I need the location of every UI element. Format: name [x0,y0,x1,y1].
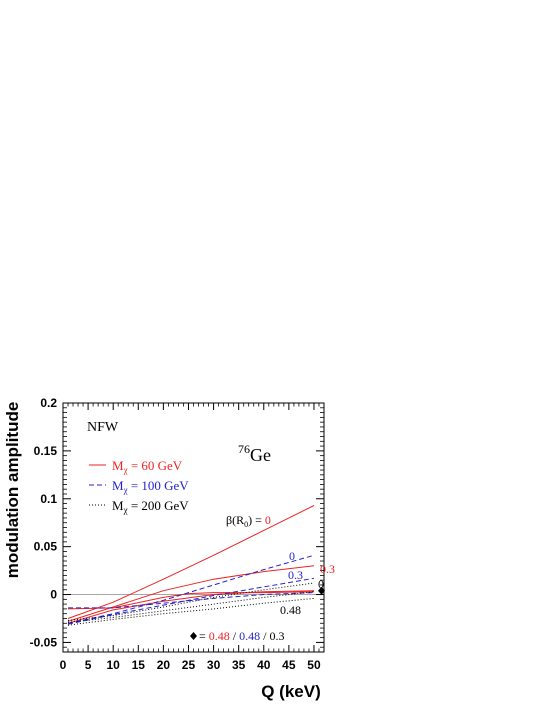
series-label-m200-beta048: 0.48 [280,603,301,617]
y-tick-label: 0.05 [34,540,58,554]
series-line-m60-1 [67,565,315,622]
series-line-m200-8 [67,597,315,626]
y-tick-label: -0.05 [30,635,58,649]
y-tick-label: 0.2 [40,396,57,410]
series-label-m60-beta03: 0.3 [320,562,335,576]
y-axis-label: modulation amplitude [3,402,22,579]
isotope-mass: 76 [238,442,250,456]
x-tick-label: 30 [207,658,221,672]
x-tick-label: 35 [232,658,246,672]
y-tick-label: 0.1 [40,492,57,506]
diamond-marker [317,586,325,595]
legend-entry-m60: Mχ = 60 GeV [112,458,183,475]
y-tick-label: 0.15 [34,444,58,458]
x-tick-label: 25 [182,658,196,672]
x-tick-label: 5 [85,658,92,672]
series-line-m200-9 [67,591,315,623]
legend-entry-m200: Mχ = 200 GeV [112,498,189,515]
isotope-symbol: Ge [250,445,271,465]
legend: Mχ = 60 GeV Mχ = 100 GeV Mχ = 200 GeV [89,458,189,515]
series-line-m60-2 [67,590,315,624]
x-axis-label: Q (keV) [261,682,321,701]
isotope-label: 76Ge [238,442,271,465]
series-line-m100-6 [68,592,315,609]
series-label-m200-beta0: 0 [318,577,324,591]
series-label-m100-beta0: 0 [289,549,295,563]
series-line-m100-4 [67,554,315,624]
x-tick-label: 20 [157,658,171,672]
x-tick-label: 15 [132,658,146,672]
x-tick-label: 40 [257,658,271,672]
x-tick-label: 0 [60,658,67,672]
series-group [67,505,315,626]
series-line-m100-5 [67,577,315,625]
series-label-m100-beta03: 0.3 [288,568,303,582]
halo-label: NFW [87,420,119,435]
series-line-m60-3 [67,591,315,610]
beta-annotation: β(R0) = 0 [226,513,271,529]
footer-diamond-icon [190,632,197,640]
footer-note: = 0.48 / 0.48 / 0.3 [199,629,284,643]
x-tick-label: 45 [282,658,296,672]
x-tick-label: 10 [107,658,121,672]
legend-entry-m100: Mχ = 100 GeV [112,478,189,495]
series-line-m60-0 [67,505,315,619]
y-tick-label: 0 [50,588,57,602]
x-tick-label: 50 [307,658,321,672]
